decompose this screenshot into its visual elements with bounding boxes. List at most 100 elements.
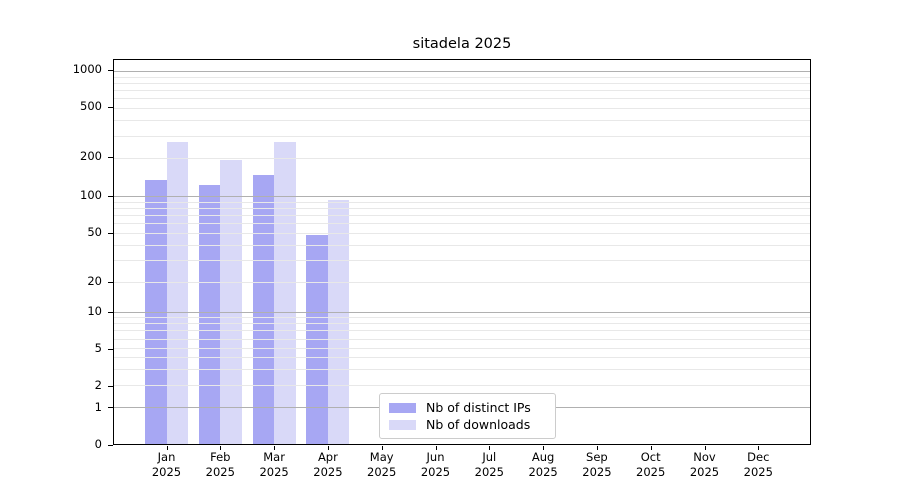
gridline-minor: [114, 338, 810, 340]
plot-area: [113, 59, 811, 445]
legend-swatch: [389, 419, 416, 430]
x-tick-mark: [758, 446, 760, 450]
x-tick-mark: [543, 446, 545, 450]
x-tick-label: Aug 2025: [512, 450, 574, 480]
gridline-minor: [114, 135, 810, 137]
y-tick-label: 10: [87, 304, 102, 318]
y-tick-label: 1: [94, 399, 102, 414]
x-tick-year: 2025: [259, 465, 289, 479]
x-tick-month: Dec: [747, 450, 770, 464]
y-tick-label: 500: [80, 99, 102, 114]
x-tick-mark: [435, 446, 437, 450]
y-tick-label: 200: [80, 149, 102, 164]
x-tick-mark: [274, 446, 276, 450]
gridline-major: [114, 70, 810, 72]
y-tick-label: 2: [94, 378, 102, 393]
gridline-minor: [114, 244, 810, 246]
gridline-minor: [114, 223, 810, 225]
x-tick-year: 2025: [582, 465, 612, 479]
x-tick-month: Feb: [210, 450, 231, 464]
gridline-major: [114, 311, 810, 313]
gridline-minor: [114, 107, 810, 109]
x-tick-month: Jan: [157, 450, 176, 464]
x-tick-mark: [704, 446, 706, 450]
x-tick-month: Sep: [586, 450, 608, 464]
gridline-minor: [114, 330, 810, 332]
legend-item: Nb of downloads: [389, 416, 546, 433]
bar-downloads-feb: [220, 159, 242, 444]
x-tick-month: Jun: [426, 450, 445, 464]
legend-label: Nb of downloads: [426, 417, 531, 432]
gridline-minor: [114, 76, 810, 78]
x-tick-label: Jul 2025: [458, 450, 520, 480]
y-tick-mark: [108, 311, 113, 313]
chart-title: sitadela 2025: [412, 36, 512, 52]
gridline-minor: [114, 119, 810, 121]
y-tick-mark: [108, 106, 113, 108]
x-tick-label: Jan 2025: [136, 450, 198, 480]
x-tick-year: 2025: [528, 465, 558, 479]
gridline-minor: [114, 385, 810, 387]
y-tick-mark: [108, 156, 113, 158]
x-tick-label: Feb 2025: [189, 450, 251, 480]
legend-swatch: [389, 402, 416, 413]
gridline-minor: [114, 201, 810, 203]
gridline-minor: [114, 214, 810, 216]
y-tick-mark: [108, 195, 113, 197]
x-tick-month: Jul: [482, 450, 497, 464]
x-tick-mark: [327, 446, 329, 450]
y-tick-mark: [108, 232, 113, 234]
gridline-major: [114, 195, 810, 197]
bar-downloads-jan: [166, 142, 188, 444]
gridline-minor: [114, 232, 810, 234]
x-tick-year: 2025: [205, 465, 235, 479]
gridline-minor: [114, 368, 810, 370]
x-tick-year: 2025: [743, 465, 773, 479]
bar-distinct-ips-feb: [198, 184, 221, 444]
y-tick-label: 0: [94, 437, 102, 451]
x-tick-month: Aug: [531, 450, 555, 464]
x-tick-year: 2025: [420, 465, 451, 479]
x-tick-label: Apr 2025: [297, 450, 359, 480]
gridline-minor: [114, 82, 810, 84]
x-tick-mark: [381, 446, 383, 450]
gridline-minor: [114, 357, 810, 359]
x-tick-year: 2025: [313, 465, 343, 479]
y-tick-mark: [108, 348, 113, 350]
y-tick-label: 1000: [72, 62, 102, 77]
y-tick-mark: [108, 444, 113, 446]
y-tick-label: 5: [94, 341, 102, 355]
x-tick-year: 2025: [151, 465, 182, 479]
x-tick-label: Oct 2025: [620, 450, 682, 480]
x-tick-mark: [166, 446, 168, 450]
x-tick-year: 2025: [636, 465, 666, 479]
legend-label: Nb of distinct IPs: [426, 400, 531, 415]
x-tick-mark: [220, 446, 222, 450]
x-tick-year: 2025: [367, 465, 397, 479]
legend-item: Nb of distinct IPs: [389, 399, 546, 416]
x-tick-label: Sep 2025: [566, 450, 628, 480]
bar-distinct-ips-mar: [252, 175, 275, 444]
y-tick-mark: [108, 407, 113, 409]
gridline-minor: [114, 317, 810, 319]
gridline-minor: [114, 260, 810, 262]
x-tick-month: Nov: [693, 450, 716, 464]
gridline-minor: [114, 281, 810, 283]
gridline-minor: [114, 207, 810, 209]
gridline-minor: [114, 323, 810, 325]
x-tick-month: Oct: [640, 450, 661, 464]
gridline-minor: [114, 98, 810, 100]
y-tick-label: 50: [87, 225, 102, 239]
x-tick-month: May: [369, 450, 394, 464]
y-tick-mark: [108, 281, 113, 283]
y-tick-mark: [108, 69, 113, 71]
x-tick-month: Apr: [317, 450, 338, 464]
x-tick-month: Mar: [263, 450, 285, 464]
y-tick-mark: [108, 385, 113, 387]
x-tick-mark: [489, 446, 491, 450]
x-tick-mark: [596, 446, 598, 450]
x-tick-label: Jun 2025: [405, 450, 467, 480]
gridline-minor: [114, 157, 810, 159]
x-tick-mark: [650, 446, 652, 450]
